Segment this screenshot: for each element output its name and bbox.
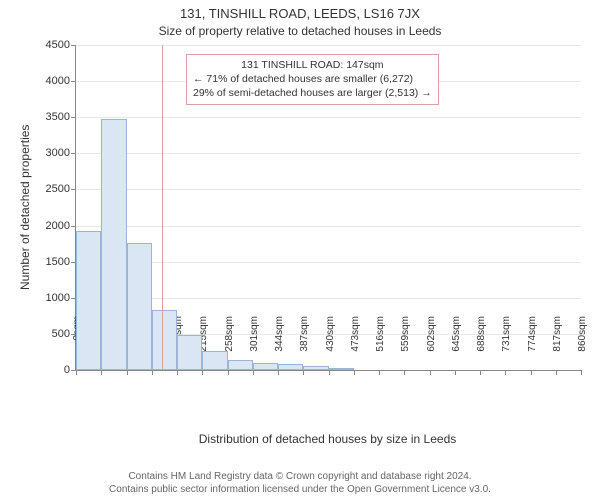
y-tick-label: 1500: [46, 256, 76, 268]
plot-area: 0500100015002000250030003500400045000sqm…: [75, 45, 581, 371]
x-tick-label: 645sqm: [451, 316, 462, 376]
y-tick-label: 1000: [46, 292, 76, 304]
histogram-bar: [303, 366, 328, 370]
y-tick-label: 2000: [46, 220, 76, 232]
histogram-bar: [177, 335, 202, 370]
chart-container: { "title": "131, TINSHILL ROAD, LEEDS, L…: [0, 0, 600, 500]
x-tick-label: 516sqm: [375, 316, 386, 376]
annotation-box: 131 TINSHILL ROAD: 147sqm← 71% of detach…: [186, 54, 439, 105]
histogram-bar: [228, 360, 253, 370]
gridline: [76, 262, 581, 263]
y-tick-label: 3500: [46, 111, 76, 123]
gridline: [76, 117, 581, 118]
gridline: [76, 226, 581, 227]
x-tick-label: 688sqm: [476, 316, 487, 376]
y-axis-label: Number of detached properties: [18, 125, 32, 290]
y-tick-label: 2500: [46, 183, 76, 195]
annotation-line: 29% of semi-detached houses are larger (…: [193, 86, 432, 100]
gridline: [76, 298, 581, 299]
footer-line-1: Contains HM Land Registry data © Crown c…: [0, 470, 600, 483]
histogram-bar: [253, 363, 278, 370]
annotation-line: ← 71% of detached houses are smaller (6,…: [193, 72, 432, 86]
footer-attribution: Contains HM Land Registry data © Crown c…: [0, 470, 600, 496]
histogram-bar: [202, 351, 227, 370]
chart-title: 131, TINSHILL ROAD, LEEDS, LS16 7JX: [0, 6, 600, 21]
histogram-bar: [127, 243, 152, 370]
y-tick-label: 4500: [46, 39, 76, 51]
y-tick-label: 3000: [46, 147, 76, 159]
gridline: [76, 45, 581, 46]
histogram-bar: [329, 368, 354, 370]
histogram-bar: [278, 364, 303, 370]
gridline: [76, 189, 581, 190]
marker-line: [162, 45, 163, 370]
x-tick-label: 860sqm: [577, 316, 588, 376]
x-tick-label: 602sqm: [426, 316, 437, 376]
x-axis-label: Distribution of detached houses by size …: [75, 432, 580, 446]
x-tick-label: 731sqm: [501, 316, 512, 376]
chart-subtitle: Size of property relative to detached ho…: [0, 24, 600, 38]
annotation-line: 131 TINSHILL ROAD: 147sqm: [193, 58, 432, 72]
histogram-bar: [152, 310, 177, 370]
x-tick-label: 817sqm: [552, 316, 563, 376]
footer-line-2: Contains public sector information licen…: [0, 483, 600, 496]
histogram-bar: [76, 231, 101, 370]
x-tick-label: 774sqm: [527, 316, 538, 376]
y-tick-label: 4000: [46, 75, 76, 87]
histogram-bar: [101, 119, 126, 370]
gridline: [76, 153, 581, 154]
x-tick-label: 559sqm: [400, 316, 411, 376]
